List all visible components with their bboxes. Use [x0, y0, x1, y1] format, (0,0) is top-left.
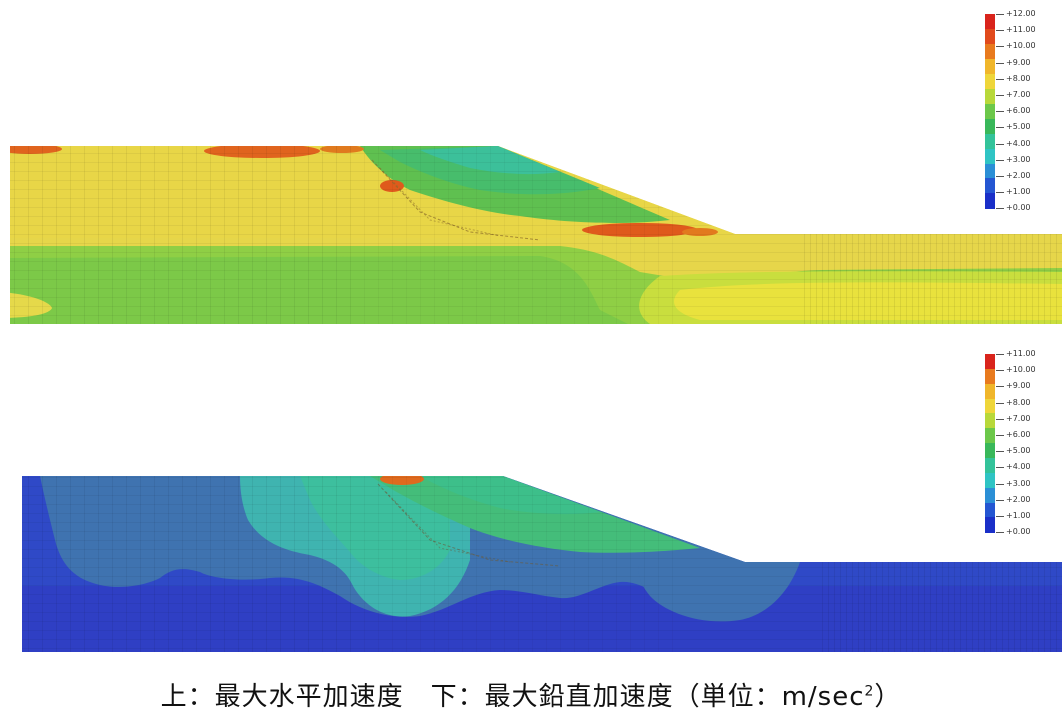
legend-label: +6.00: [1006, 106, 1031, 116]
horizontal-acceleration-contour: [10, 146, 1062, 324]
legend-swatch: [985, 368, 995, 385]
legend-tick: [996, 127, 1004, 129]
legend-label: +1.00: [1006, 511, 1031, 520]
legend-swatch: [985, 383, 995, 400]
legend-tick: [996, 435, 1004, 436]
legend-swatch: [985, 487, 995, 503]
legend-tick: [996, 354, 1004, 355]
legend-tick: [996, 370, 1004, 372]
legend-tick: [996, 451, 1004, 453]
legend-swatch: [985, 398, 995, 414]
legend-swatch: [985, 443, 995, 459]
legend-tick: [996, 418, 1004, 420]
legend-label: +3.00: [1006, 154, 1031, 164]
legend-tick: [996, 14, 1004, 15]
legend-swatch: [985, 43, 995, 60]
horizontal-acceleration-legend: +12.00 +11.00 +10.00 +9.00 +8.00 +7.00 +6.00 +5…: [985, 10, 1045, 224]
legend-swatch: [985, 178, 995, 194]
legend-tick: [996, 208, 1004, 210]
legend-tick: [996, 78, 1004, 80]
legend-swatch: [985, 354, 995, 370]
legend-swatch: [985, 163, 995, 179]
legend-swatch: [985, 193, 995, 209]
legend-label: +3.00: [1006, 478, 1031, 488]
legend-label: +4.00: [1006, 462, 1031, 472]
legend-swatch: [985, 502, 995, 518]
legend-tick: [996, 192, 1004, 194]
legend-label: +11.00: [1006, 25, 1036, 35]
legend-label: +2.00: [1006, 494, 1031, 504]
legend-label: +12.00: [1006, 9, 1036, 18]
legend-label: +0.00: [1006, 527, 1031, 537]
legend-swatch: [985, 148, 995, 165]
legend-swatch: [985, 28, 995, 45]
caption-text: 上：最大水平加速度 下：最大鉛直加速度（単位：m/sec: [160, 682, 865, 712]
legend-swatch: [985, 88, 995, 105]
legend-label: +5.00: [1006, 446, 1031, 456]
legend-swatch: [985, 103, 995, 120]
legend-swatch: [985, 517, 995, 533]
legend-swatch: [985, 14, 995, 30]
legend-swatch: [985, 73, 995, 90]
legend-label: +7.00: [1006, 413, 1031, 423]
legend-tick: [996, 62, 1004, 64]
legend-label: +8.00: [1006, 73, 1031, 83]
caption-superscript: 2: [864, 683, 875, 700]
legend-label: +9.00: [1006, 57, 1031, 67]
legend-label: +5.00: [1006, 122, 1031, 132]
legend-tick: [996, 483, 1004, 485]
legend-label: +7.00: [1006, 90, 1031, 99]
legend-tick: [996, 111, 1004, 113]
caption-closing: ）: [874, 682, 902, 712]
legend-tick: [996, 30, 1004, 32]
legend-label: +2.00: [1006, 171, 1031, 180]
legend-swatch: [985, 472, 995, 489]
legend-label: +6.00: [1006, 430, 1031, 439]
legend-label: +4.00: [1006, 138, 1031, 148]
legend-tick: [996, 516, 1004, 517]
legend-label: +9.00: [1006, 381, 1031, 391]
legend-label: +11.00: [1006, 349, 1036, 358]
legend-swatch: [985, 457, 995, 474]
legend-tick: [996, 532, 1004, 534]
legend-tick: [996, 46, 1004, 48]
legend-tick: [996, 386, 1004, 388]
legend-label: +10.00: [1006, 365, 1036, 375]
legend-label: +1.00: [1006, 187, 1031, 197]
legend-label: +8.00: [1006, 397, 1031, 407]
legend-swatch: [985, 133, 995, 150]
legend-tick: [996, 159, 1004, 161]
vertical-acceleration-legend: +11.00 +10.00 +9.00 +8.00 +7.00 +6.00 +5.00 +4.…: [985, 350, 1045, 550]
legend-tick: [996, 467, 1004, 469]
legend-swatch: [985, 58, 995, 75]
legend-swatch: [985, 413, 995, 429]
legend-tick: [996, 176, 1004, 177]
figure-caption: 上：最大水平加速度 下：最大鉛直加速度（単位：m/sec2）: [0, 676, 1062, 713]
legend-swatch: [985, 428, 995, 444]
legend-tick: [996, 402, 1004, 404]
legend-label: +0.00: [1006, 203, 1031, 213]
vertical-acceleration-contour: [22, 476, 1062, 652]
legend-tick: [996, 143, 1004, 145]
legend-tick: [996, 95, 1004, 96]
legend-swatch: [985, 118, 995, 135]
legend-label: +10.00: [1006, 41, 1036, 51]
legend-tick: [996, 499, 1004, 501]
